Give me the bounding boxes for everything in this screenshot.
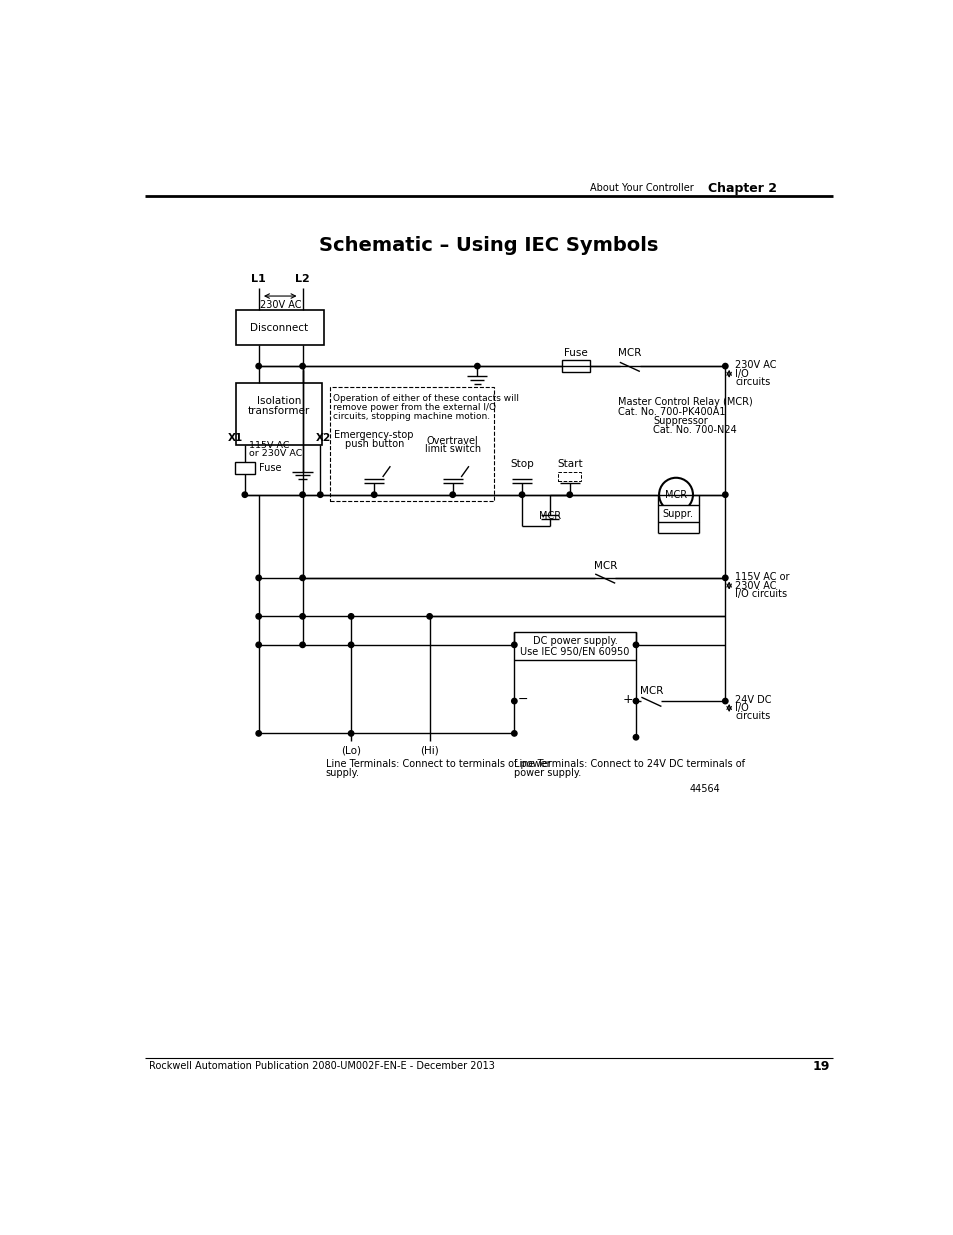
Bar (329, 387, 493, 501)
Circle shape (721, 363, 727, 369)
Text: Suppressor: Suppressor (652, 416, 707, 426)
Circle shape (371, 492, 376, 498)
Text: Rockwell Automation Publication 2080-UM002F-EN-E - December 2013: Rockwell Automation Publication 2080-UM0… (149, 1061, 494, 1071)
Circle shape (299, 492, 305, 498)
Text: Cat. No. 700-N24: Cat. No. 700-N24 (652, 425, 736, 435)
Text: Overtravel: Overtravel (426, 436, 478, 446)
Circle shape (255, 731, 261, 736)
Text: 115V AC: 115V AC (249, 441, 289, 450)
Text: supply.: supply. (325, 768, 359, 778)
Text: MCR: MCR (593, 561, 617, 571)
Text: L2: L2 (294, 274, 310, 284)
Text: remove power from the external I/O: remove power from the external I/O (333, 403, 496, 412)
Circle shape (348, 731, 354, 736)
Text: Schematic – Using IEC Symbols: Schematic – Using IEC Symbols (319, 236, 658, 254)
Bar (514, 632, 636, 661)
Bar (561, 359, 589, 372)
Circle shape (511, 698, 517, 704)
Circle shape (348, 642, 354, 647)
Text: push button: push button (344, 438, 403, 448)
Circle shape (255, 576, 261, 580)
Text: DC power supply.: DC power supply. (532, 636, 617, 646)
Text: 115V AC or: 115V AC or (735, 572, 789, 582)
Circle shape (633, 735, 638, 740)
Text: Fuse: Fuse (563, 348, 587, 358)
Text: 19: 19 (812, 1060, 829, 1072)
Text: 44564: 44564 (689, 784, 720, 794)
Text: MCR: MCR (664, 490, 686, 500)
Text: X2: X2 (315, 432, 331, 442)
Circle shape (633, 698, 638, 704)
Text: or 230V AC: or 230V AC (249, 450, 302, 458)
Text: (Lo): (Lo) (341, 746, 361, 756)
Text: transformer: transformer (248, 406, 310, 416)
Text: Line Terminals: Connect to 24V DC terminals of: Line Terminals: Connect to 24V DC termin… (514, 760, 744, 769)
Text: MCR: MCR (538, 511, 560, 521)
Text: Suppr.: Suppr. (662, 509, 693, 519)
Text: Master Control Relay (MCR): Master Control Relay (MCR) (618, 398, 752, 408)
Circle shape (242, 492, 247, 498)
Text: Fuse: Fuse (258, 463, 281, 473)
Text: Chapter 2: Chapter 2 (708, 182, 777, 195)
Circle shape (348, 614, 354, 619)
Circle shape (566, 492, 572, 498)
Bar (235, 310, 324, 346)
Circle shape (450, 492, 455, 498)
Text: I/O: I/O (735, 703, 748, 713)
Circle shape (255, 642, 261, 647)
Text: power supply.: power supply. (514, 768, 581, 778)
Text: MCR: MCR (639, 687, 662, 697)
Circle shape (721, 576, 727, 580)
Bar (657, 505, 699, 522)
Circle shape (721, 698, 727, 704)
Text: Isolation: Isolation (256, 395, 300, 406)
Circle shape (518, 492, 524, 498)
Circle shape (299, 614, 305, 619)
Circle shape (427, 614, 432, 619)
Circle shape (299, 576, 305, 580)
Circle shape (511, 642, 517, 647)
Text: About Your Controller: About Your Controller (589, 183, 693, 193)
Text: Cat. No. 700-PK400A1: Cat. No. 700-PK400A1 (618, 406, 725, 416)
Circle shape (659, 478, 692, 511)
Circle shape (633, 642, 638, 647)
Text: Line Terminals: Connect to terminals of power: Line Terminals: Connect to terminals of … (325, 760, 550, 769)
Circle shape (299, 642, 305, 647)
Text: X1: X1 (228, 432, 243, 442)
Text: MCR: MCR (618, 348, 640, 358)
Circle shape (299, 363, 305, 369)
Text: −: − (517, 693, 527, 706)
Text: Start: Start (557, 459, 582, 469)
Text: +: + (621, 693, 632, 706)
Circle shape (317, 492, 323, 498)
Text: Use IEC 950/EN 60950: Use IEC 950/EN 60950 (520, 647, 629, 657)
Text: I/O circuits: I/O circuits (735, 589, 786, 599)
Bar (234, 462, 254, 474)
Text: circuits: circuits (735, 711, 770, 721)
Bar (235, 383, 321, 445)
Bar (558, 472, 580, 480)
Circle shape (475, 363, 479, 369)
Circle shape (721, 492, 727, 498)
Text: L1: L1 (251, 274, 266, 284)
Text: circuits, stopping machine motion.: circuits, stopping machine motion. (333, 412, 490, 421)
Text: 230V AC: 230V AC (259, 300, 301, 310)
Circle shape (255, 614, 261, 619)
Text: Disconnect: Disconnect (250, 322, 308, 332)
Circle shape (255, 363, 261, 369)
Text: Stop: Stop (510, 459, 534, 469)
Text: 24V DC: 24V DC (735, 694, 771, 704)
Text: limit switch: limit switch (424, 445, 480, 454)
Text: Operation of either of these contacts will: Operation of either of these contacts wi… (333, 394, 518, 403)
Text: 230V AC: 230V AC (735, 361, 776, 370)
Text: circuits: circuits (735, 377, 770, 388)
Text: Emergency-stop: Emergency-stop (335, 431, 414, 441)
Text: (Hi): (Hi) (420, 746, 438, 756)
Circle shape (511, 731, 517, 736)
Text: I/O: I/O (735, 369, 748, 379)
Text: 230V AC: 230V AC (735, 580, 776, 590)
